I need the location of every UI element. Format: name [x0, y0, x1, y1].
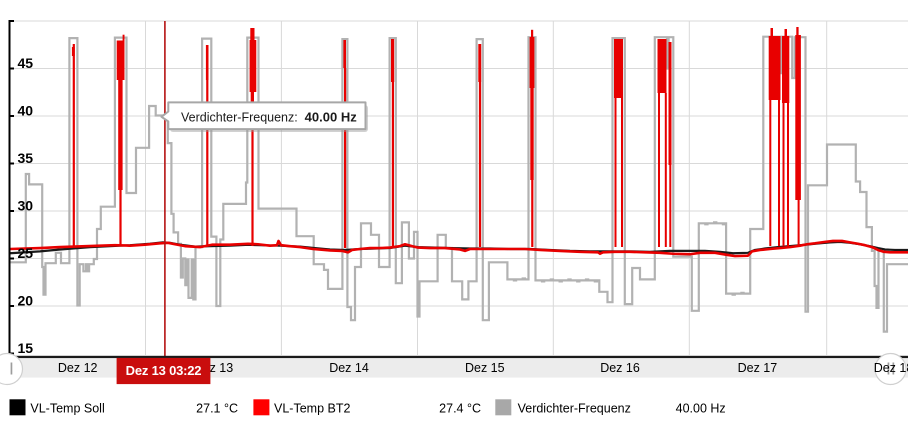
svg-text:25: 25 — [18, 245, 34, 261]
svg-text:Dez 17: Dez 17 — [738, 361, 778, 375]
svg-text:Dez 14: Dez 14 — [329, 361, 369, 375]
svg-text:45: 45 — [18, 55, 34, 71]
svg-text:35: 35 — [18, 150, 34, 166]
svg-text:15: 15 — [18, 340, 34, 356]
svg-text:Dez 18: Dez 18 — [874, 361, 908, 375]
svg-text:VL-Temp Soll: VL-Temp Soll — [30, 402, 104, 416]
svg-text:27.4 °C: 27.4 °C — [439, 402, 481, 416]
svg-text:Verdichter-Frequenz: 40.00 Hz: Verdichter-Frequenz: 40.00 Hz — [181, 109, 357, 124]
svg-text:30: 30 — [18, 198, 34, 214]
svg-text:40: 40 — [18, 103, 34, 119]
svg-text:VL-Temp BT2: VL-Temp BT2 — [274, 402, 350, 416]
svg-text:Dez 16: Dez 16 — [600, 361, 640, 375]
svg-text:Dez 13 03:22: Dez 13 03:22 — [126, 363, 202, 378]
svg-text:20: 20 — [18, 293, 34, 309]
svg-text:27.1 °C: 27.1 °C — [196, 402, 238, 416]
svg-text:Dez 15: Dez 15 — [465, 361, 505, 375]
svg-text:Verdichter-Frequenz: Verdichter-Frequenz — [518, 402, 631, 416]
svg-text:Dez 12: Dez 12 — [58, 361, 98, 375]
svg-text:40.00 Hz: 40.00 Hz — [676, 402, 726, 416]
